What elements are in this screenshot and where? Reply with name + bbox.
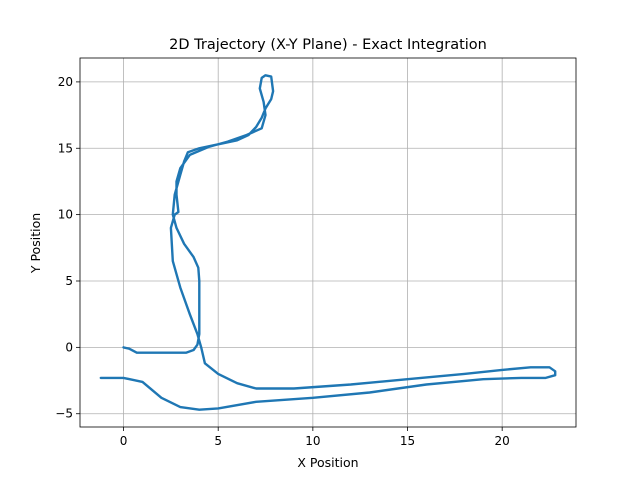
x-tick-label: 0 — [120, 434, 128, 448]
grid — [80, 58, 576, 427]
x-tick-label: 20 — [495, 434, 510, 448]
plot-frame — [79, 57, 577, 428]
x-tick-label: 10 — [305, 434, 320, 448]
axis-ticks: 0 5 10 15 20 −5 0 5 10 15 20 — [55, 75, 510, 448]
y-tick-label: 20 — [58, 75, 73, 89]
y-tick-label: 5 — [65, 274, 73, 288]
chart-title: 2D Trajectory (X-Y Plane) - Exact Integr… — [169, 37, 487, 53]
x-tick-label: 5 — [214, 434, 222, 448]
y-tick-label: 0 — [65, 340, 73, 354]
x-tick-label: 15 — [400, 434, 415, 448]
y-tick-label: 15 — [58, 141, 73, 155]
y-tick-label: 10 — [58, 208, 73, 222]
y-tick-label: −5 — [55, 407, 73, 421]
y-axis-label: Y Position — [28, 213, 43, 274]
plot-data — [99, 74, 557, 411]
x-axis-label: X Position — [297, 455, 358, 470]
trajectory-line-0 — [99, 74, 557, 411]
